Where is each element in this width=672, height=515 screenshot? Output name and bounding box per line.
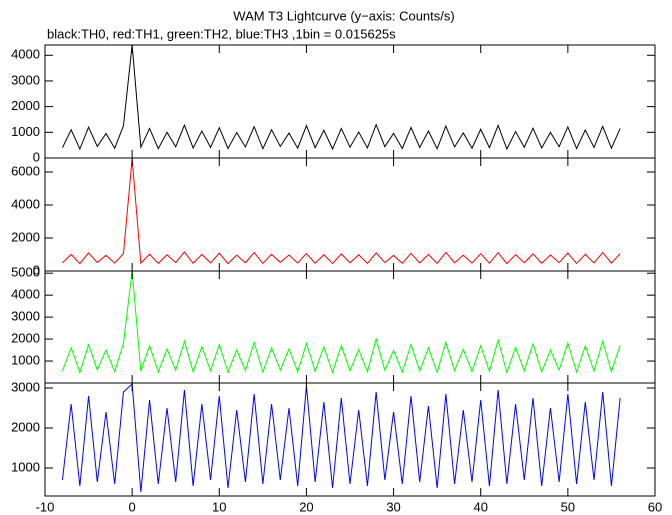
series-line bbox=[61, 382, 621, 493]
x-tick-label: 0 bbox=[129, 499, 136, 514]
y-tick-label: 4000 bbox=[11, 287, 40, 302]
x-tick-label: -10 bbox=[36, 499, 55, 514]
y-tick-label: 0 bbox=[33, 262, 40, 277]
chart-subtitle: black:TH0, red:TH1, green:TH2, blue:TH3 … bbox=[47, 26, 396, 41]
y-tick-label: 1000 bbox=[11, 459, 40, 474]
y-tick-label: 1000 bbox=[11, 124, 40, 139]
chart-title: WAM T3 Lightcurve (y−axis: Counts/s) bbox=[233, 8, 454, 23]
y-tick-label: 2000 bbox=[11, 419, 40, 434]
series-line bbox=[62, 158, 621, 265]
panel-frame bbox=[44, 382, 656, 497]
series-line bbox=[61, 44, 621, 151]
y-tick-label: 4000 bbox=[11, 196, 40, 211]
series-line bbox=[61, 270, 621, 375]
y-tick-label: 2000 bbox=[11, 331, 40, 346]
y-tick-label: 3000 bbox=[11, 379, 40, 394]
x-tick-label: 10 bbox=[212, 499, 226, 514]
y-tick-label: 1000 bbox=[11, 352, 40, 367]
y-tick-label: 4000 bbox=[11, 47, 40, 62]
y-tick-label: 0 bbox=[33, 149, 40, 164]
y-tick-label: 6000 bbox=[11, 163, 40, 178]
y-tick-label: 5000 bbox=[11, 265, 40, 280]
x-tick-label: 20 bbox=[299, 499, 313, 514]
x-tick-label: 50 bbox=[561, 499, 575, 514]
x-tick-label: 30 bbox=[386, 499, 400, 514]
y-tick-label: 2000 bbox=[11, 229, 40, 244]
y-tick-label: 3000 bbox=[11, 72, 40, 87]
y-tick-label: 3000 bbox=[11, 309, 40, 324]
x-tick-label: 60 bbox=[648, 499, 662, 514]
x-tick-label: 40 bbox=[473, 499, 487, 514]
panel-frame bbox=[44, 270, 656, 384]
y-tick-label: 2000 bbox=[11, 98, 40, 113]
